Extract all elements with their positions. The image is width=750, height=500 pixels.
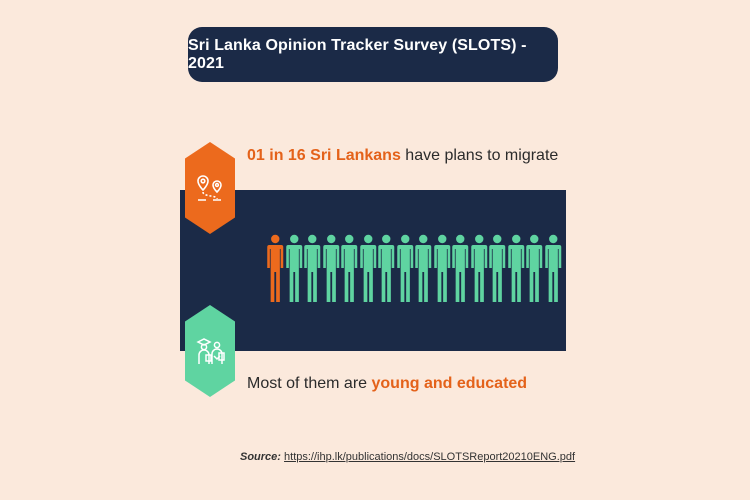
profile-stat-text: Most of them are [247, 375, 372, 392]
page-title: Sri Lanka Opinion Tracker Survey (SLOTS)… [188, 27, 558, 82]
person-icon [304, 234, 321, 302]
person-icon [285, 234, 302, 302]
person-icon [526, 234, 543, 302]
migration-stat-text: have plans to migrate [400, 147, 559, 164]
source-citation: Source: https://ihp.lk/publications/docs… [240, 451, 575, 463]
person-icon [415, 234, 432, 302]
person-icon [378, 234, 395, 302]
migration-stat: 01 in 16 Sri Lankans have plans to migra… [247, 147, 558, 165]
profile-stat: Most of them are young and educated [247, 375, 527, 393]
source-label: Source: [240, 451, 281, 463]
people-row [266, 234, 562, 304]
person-icon [470, 234, 487, 302]
person-icon [359, 234, 376, 302]
profile-stat-highlight: young and educated [371, 375, 528, 392]
person-icon [544, 234, 561, 302]
person-icon [489, 234, 506, 302]
person-icon-migrating [267, 234, 284, 302]
person-icon [452, 234, 469, 302]
person-icon [341, 234, 358, 302]
migration-stat-highlight: 01 in 16 Sri Lankans [247, 147, 401, 164]
migration-badge [185, 142, 235, 234]
source-link[interactable]: https://ihp.lk/publications/docs/SLOTSRe… [284, 451, 576, 463]
person-icon [396, 234, 413, 302]
graduate-students-icon [196, 338, 225, 364]
profile-badge [185, 305, 235, 397]
map-pin-route-icon [197, 175, 222, 201]
person-icon [322, 234, 339, 302]
person-icon [433, 234, 450, 302]
person-icon [507, 234, 524, 302]
